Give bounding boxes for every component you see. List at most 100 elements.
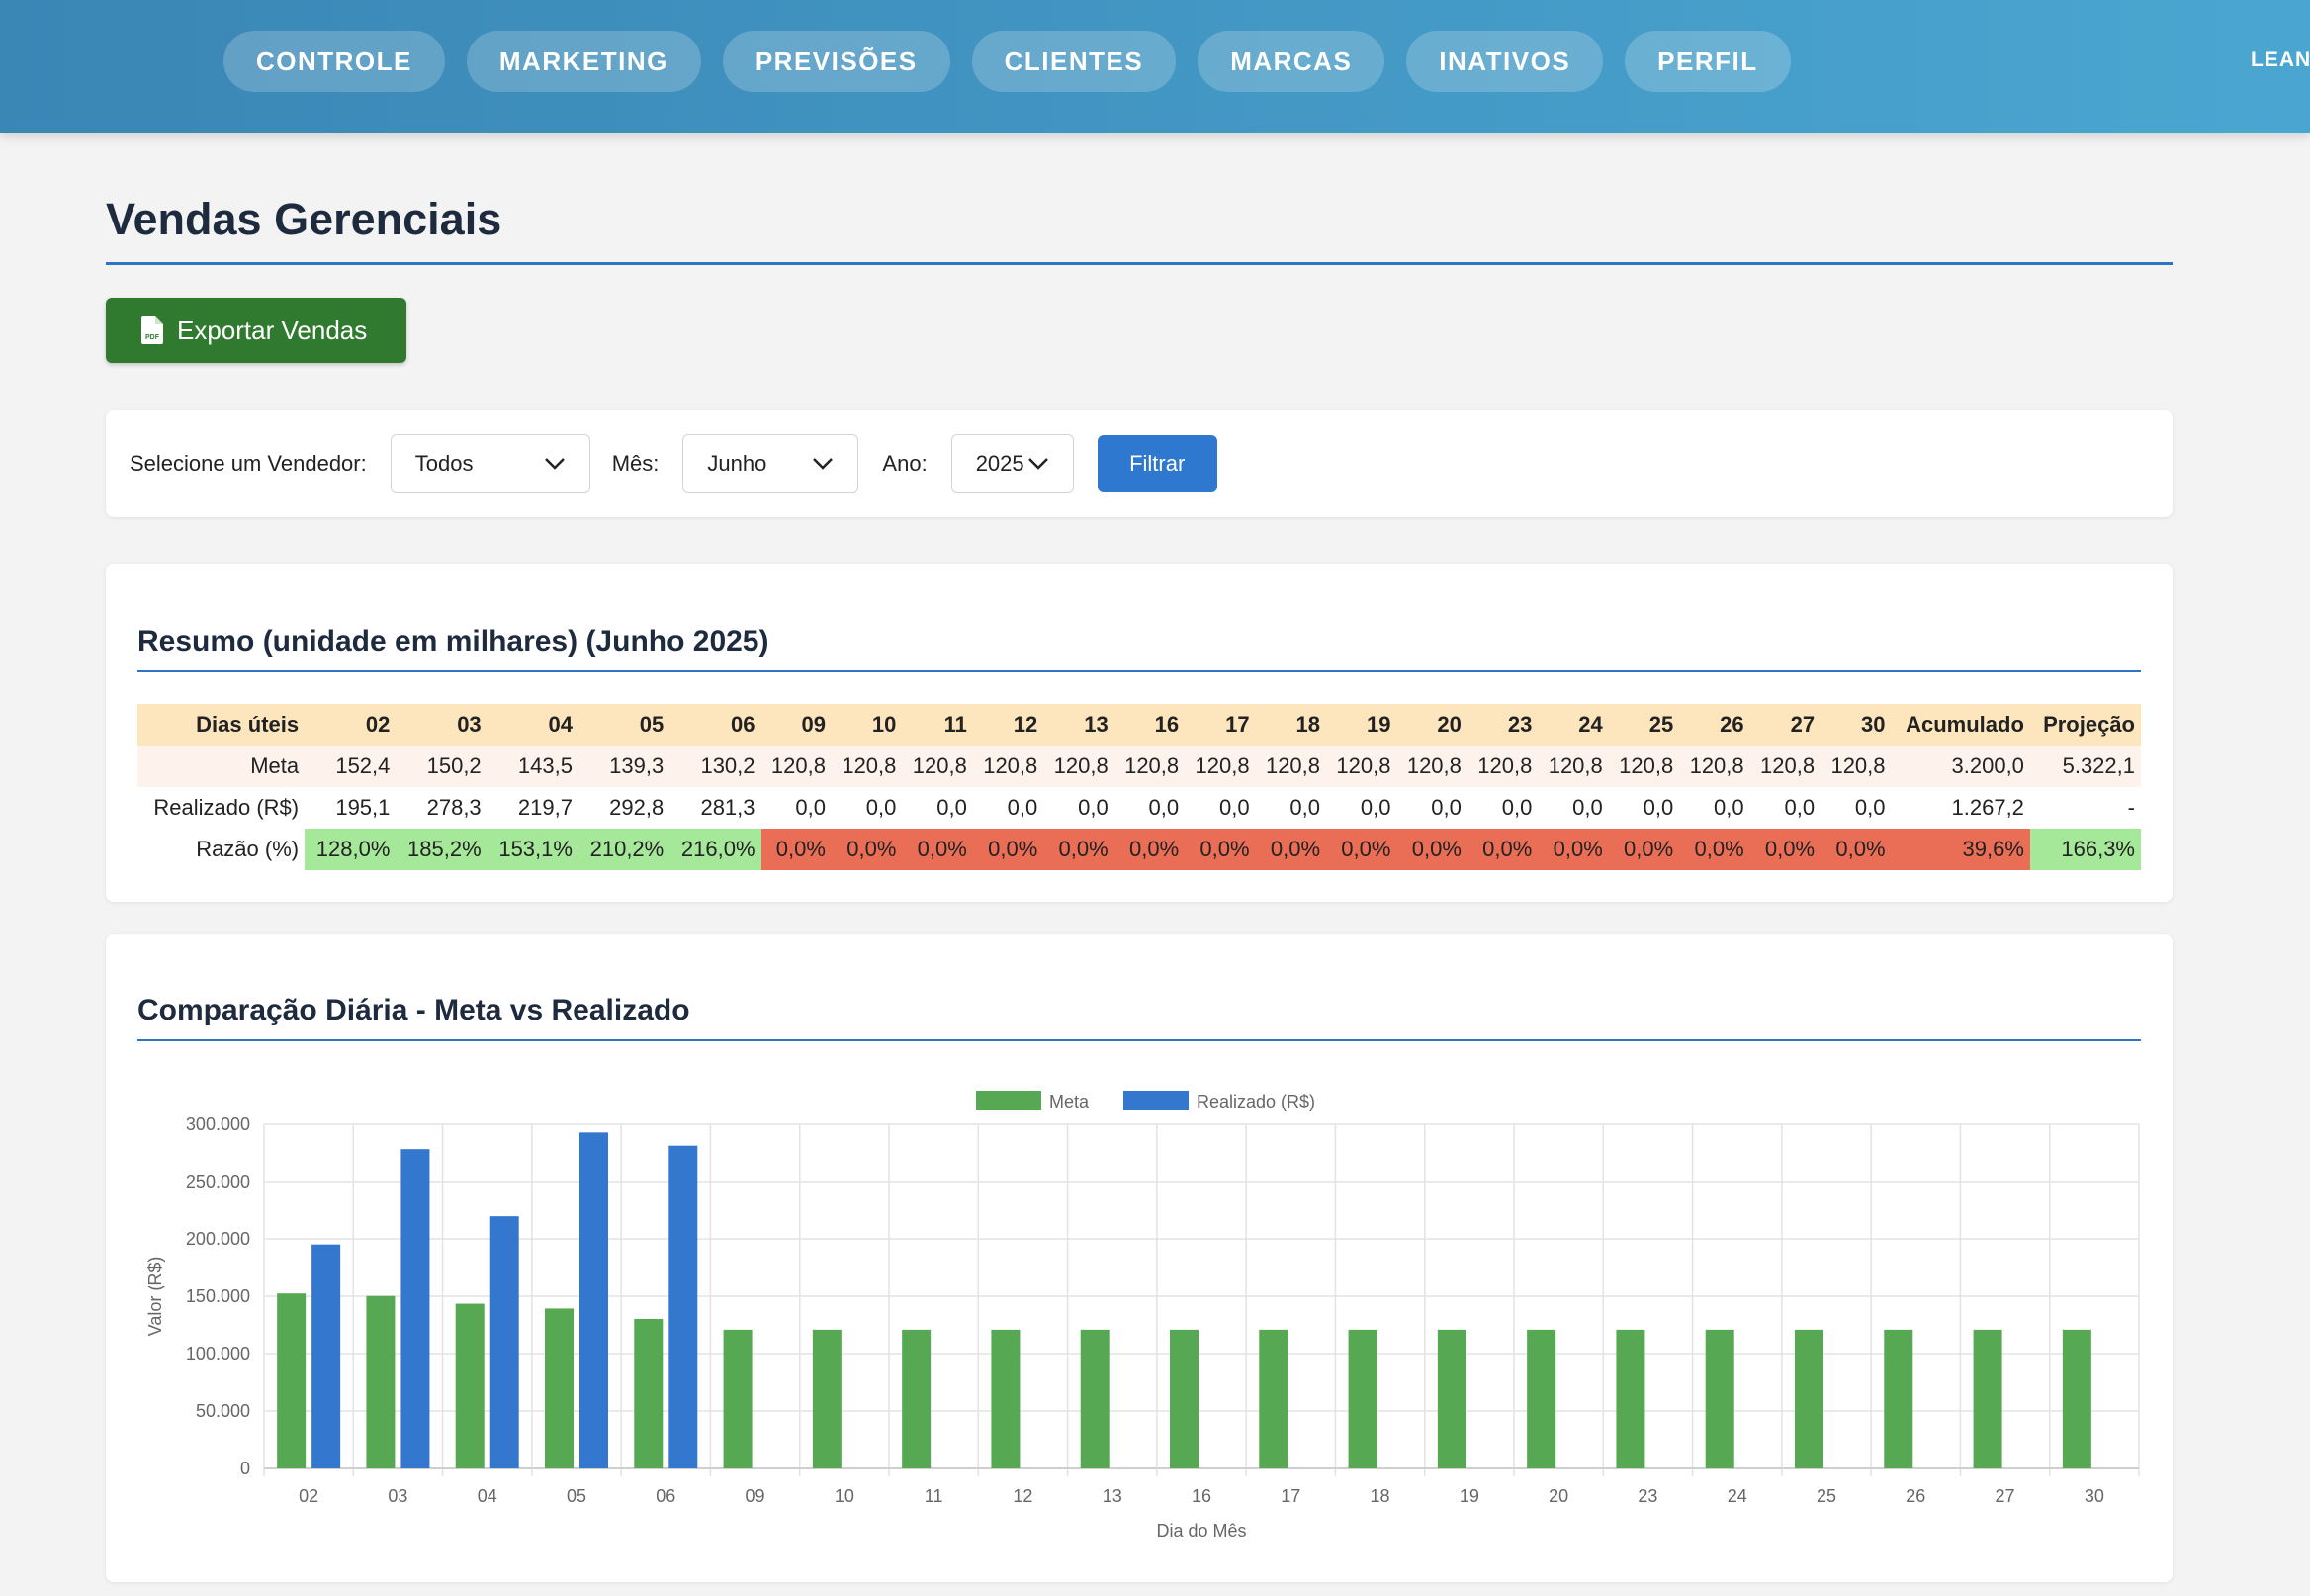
- summary-title: Resumo (unidade em milhares) (Junho 2025…: [137, 625, 769, 658]
- day-header-cell: 25: [1608, 704, 1680, 746]
- value-cell: 128,0%: [305, 829, 397, 870]
- svg-text:PDF: PDF: [145, 334, 160, 341]
- x-tick-label: 24: [1728, 1486, 1747, 1506]
- day-header-cell: 24: [1538, 704, 1609, 746]
- day-header-cell: 05: [578, 704, 670, 746]
- nav-perfil[interactable]: PERFIL: [1625, 31, 1791, 92]
- filter-button[interactable]: Filtrar: [1097, 435, 1217, 492]
- value-cell: 120,8: [972, 746, 1044, 787]
- day-header-cell: 04: [487, 704, 578, 746]
- value-cell: 120,8: [1185, 746, 1256, 787]
- value-cell: 0,0%: [831, 829, 903, 870]
- nav-inativos[interactable]: INATIVOS: [1406, 31, 1604, 92]
- value-cell: 0,0: [795, 795, 826, 820]
- export-sales-button[interactable]: PDF Exportar Vendas: [106, 298, 406, 363]
- meta-bar: [1259, 1329, 1288, 1468]
- x-tick-label: 11: [925, 1486, 943, 1506]
- value-cell: 120,8: [1043, 746, 1114, 787]
- day-header-cell: 11: [902, 704, 973, 746]
- accumulated-cell: 3.200,0: [1891, 746, 2030, 787]
- summary-header-row: Dias úteis 02 03 04 05 06 09 10 11 12 13 16 17 18 19 20…: [137, 704, 2141, 746]
- x-tick-label: 09: [746, 1486, 765, 1506]
- meta-bar: [1795, 1329, 1823, 1468]
- legend-swatch: [976, 1091, 1041, 1110]
- main-nav: CONTROLE MARKETING PREVISÕES CLIENTES MA…: [223, 31, 1791, 92]
- value-cell: 143,5: [487, 746, 578, 787]
- day-header-cell: 13: [1043, 704, 1114, 746]
- nav-clientes[interactable]: CLIENTES: [971, 31, 1177, 92]
- day-header-cell: 16: [1113, 704, 1186, 746]
- seller-select-value: Todos: [414, 451, 474, 476]
- y-tick-label: 0: [240, 1459, 250, 1478]
- value-cell: 120,8: [1466, 746, 1539, 787]
- header-label-cell: Dias úteis: [137, 704, 306, 746]
- day-header-cell: 27: [1749, 704, 1821, 746]
- x-tick-label: 03: [388, 1486, 407, 1506]
- day-header-cell: 17: [1185, 704, 1256, 746]
- projection-cell: 5.322,1: [2029, 746, 2141, 787]
- x-tick-label: 13: [1103, 1486, 1122, 1506]
- x-tick-label: 25: [1817, 1486, 1836, 1506]
- row-label-cell: Realizado (R$): [153, 795, 300, 820]
- value-cell: 153,1%: [487, 829, 578, 870]
- projection-cell: -: [2127, 795, 2135, 820]
- month-select[interactable]: Junho: [682, 434, 859, 493]
- seller-select[interactable]: Todos: [390, 434, 590, 493]
- projection-header-cell: Projeção: [2029, 704, 2141, 746]
- row-label-cell: Meta: [137, 746, 306, 787]
- value-cell: 0,0%: [972, 829, 1044, 870]
- x-tick-label: 23: [1638, 1486, 1657, 1506]
- summary-row: Meta 152,4 150,2 143,5 139,3 130,2 120,8 120,8 1…: [137, 746, 2141, 787]
- nav-previsoes[interactable]: PREVISÕES: [722, 31, 950, 92]
- meta-bar: [1884, 1329, 1913, 1468]
- meta-bar: [1527, 1329, 1556, 1468]
- x-tick-label: 18: [1371, 1486, 1390, 1506]
- value-cell: 0,0: [1643, 795, 1674, 820]
- chevron-down-icon: [1027, 458, 1048, 470]
- value-cell: 195,1: [335, 795, 391, 820]
- day-header-cell: 23: [1466, 704, 1539, 746]
- value-cell: 0,0: [1501, 795, 1533, 820]
- value-cell: 120,8: [1113, 746, 1186, 787]
- value-cell: 0,0%: [1113, 829, 1186, 870]
- realizado-bar: [579, 1132, 608, 1468]
- value-cell: 0,0: [1007, 795, 1038, 820]
- x-tick-label: 05: [567, 1486, 586, 1506]
- y-tick-label: 200.000: [186, 1229, 250, 1249]
- value-cell: 120,8: [1396, 746, 1467, 787]
- nav-marcas[interactable]: MARCAS: [1198, 31, 1385, 92]
- value-cell: 0,0%: [1749, 829, 1821, 870]
- meta-bar: [1705, 1329, 1734, 1468]
- value-cell: 0,0: [1078, 795, 1109, 820]
- value-cell: 0,0%: [1538, 829, 1609, 870]
- x-tick-label: 20: [1549, 1486, 1568, 1506]
- day-header-cell: 09: [760, 704, 832, 746]
- seller-label: Selecione um Vendedor:: [130, 451, 367, 476]
- value-cell: 120,8: [1749, 746, 1821, 787]
- realizado-bar: [668, 1145, 698, 1468]
- realizado-bar: [400, 1149, 430, 1468]
- value-cell: 0,0: [1148, 795, 1180, 820]
- nav-marketing[interactable]: MARKETING: [466, 31, 701, 92]
- export-sales-label: Exportar Vendas: [177, 314, 368, 345]
- value-cell: 0,0: [1218, 795, 1250, 820]
- year-label: Ano:: [882, 451, 928, 476]
- nav-controle[interactable]: CONTROLE: [223, 31, 445, 92]
- value-cell: 0,0: [1360, 795, 1391, 820]
- value-cell: 120,8: [1326, 746, 1397, 787]
- value-cell: 281,3: [700, 795, 755, 820]
- meta-bar: [1348, 1329, 1377, 1468]
- realizado-bar: [311, 1244, 341, 1468]
- y-tick-label: 100.000: [186, 1344, 250, 1364]
- legend-label: Meta: [1049, 1092, 1090, 1111]
- y-tick-label: 150.000: [186, 1286, 250, 1306]
- chart-title: Comparação Diária - Meta vs Realizado: [137, 994, 690, 1026]
- year-select[interactable]: 2025: [950, 434, 1074, 493]
- y-tick-label: 250.000: [186, 1172, 250, 1192]
- x-tick-label: 30: [2085, 1486, 2104, 1506]
- value-cell: 120,8: [1538, 746, 1609, 787]
- user-name[interactable]: LEANI: [2251, 48, 2310, 71]
- x-tick-label: 16: [1192, 1486, 1211, 1506]
- meta-bar: [1170, 1329, 1199, 1468]
